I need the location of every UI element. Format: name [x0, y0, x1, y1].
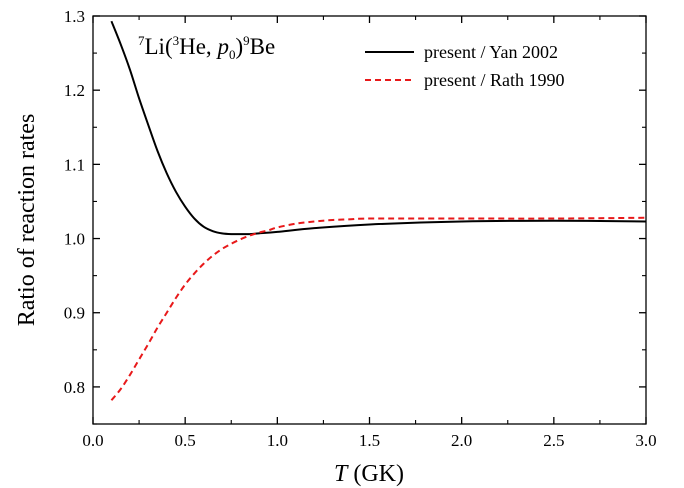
- x-tick-label: 1.5: [359, 431, 380, 450]
- x-tick-label: 2.5: [543, 431, 564, 450]
- reaction-p: p: [215, 34, 229, 59]
- x-axis-ticks: 0.0 0.5 1.0 1.5 2.0 2.5 3.0: [82, 16, 657, 450]
- x-axis-var: T: [334, 461, 349, 487]
- x-tick-label: 0.0: [82, 431, 103, 450]
- series-line-rath-1990: [110, 216, 647, 401]
- y-tick-label: 1.3: [64, 7, 85, 26]
- y-tick-label: 1.0: [64, 230, 85, 249]
- reaction-be: Be: [250, 34, 276, 59]
- y-axis-title: Ratio of reaction rates: [14, 114, 40, 327]
- reaction-sub-0: 0: [229, 47, 236, 62]
- y-tick-label: 0.8: [64, 378, 85, 397]
- x-tick-label: 0.5: [175, 431, 196, 450]
- reaction-sup-7: 7: [138, 33, 145, 48]
- legend-label-rath: present / Rath 1990: [424, 70, 564, 90]
- x-tick-label: 2.0: [451, 431, 472, 450]
- reaction-he: He,: [179, 34, 217, 59]
- x-axis-unit: (GK): [347, 461, 404, 487]
- x-tick-label: 3.0: [635, 431, 656, 450]
- reaction-close: ): [235, 34, 243, 59]
- y-axis-ticks: 0.8 0.9 1.0 1.1 1.2 1.3: [64, 7, 646, 425]
- series-line-yan-2002: [110, 20, 647, 236]
- reaction-li: Li(: [145, 34, 173, 59]
- x-axis-title: T (GK): [334, 461, 404, 487]
- reaction-label: 7Li(3He, p0)9Be: [138, 33, 275, 62]
- x-tick-label: 1.0: [267, 431, 288, 450]
- y-tick-label: 1.1: [64, 155, 85, 174]
- series-group: [110, 20, 647, 401]
- reaction-sup-3: 3: [173, 33, 180, 48]
- y-tick-label: 0.9: [64, 304, 85, 323]
- legend: present / Yan 2002 present / Rath 1990: [365, 42, 564, 90]
- y-tick-label: 1.2: [64, 81, 85, 100]
- reaction-sup-9: 9: [243, 33, 250, 48]
- legend-label-yan: present / Yan 2002: [424, 42, 558, 62]
